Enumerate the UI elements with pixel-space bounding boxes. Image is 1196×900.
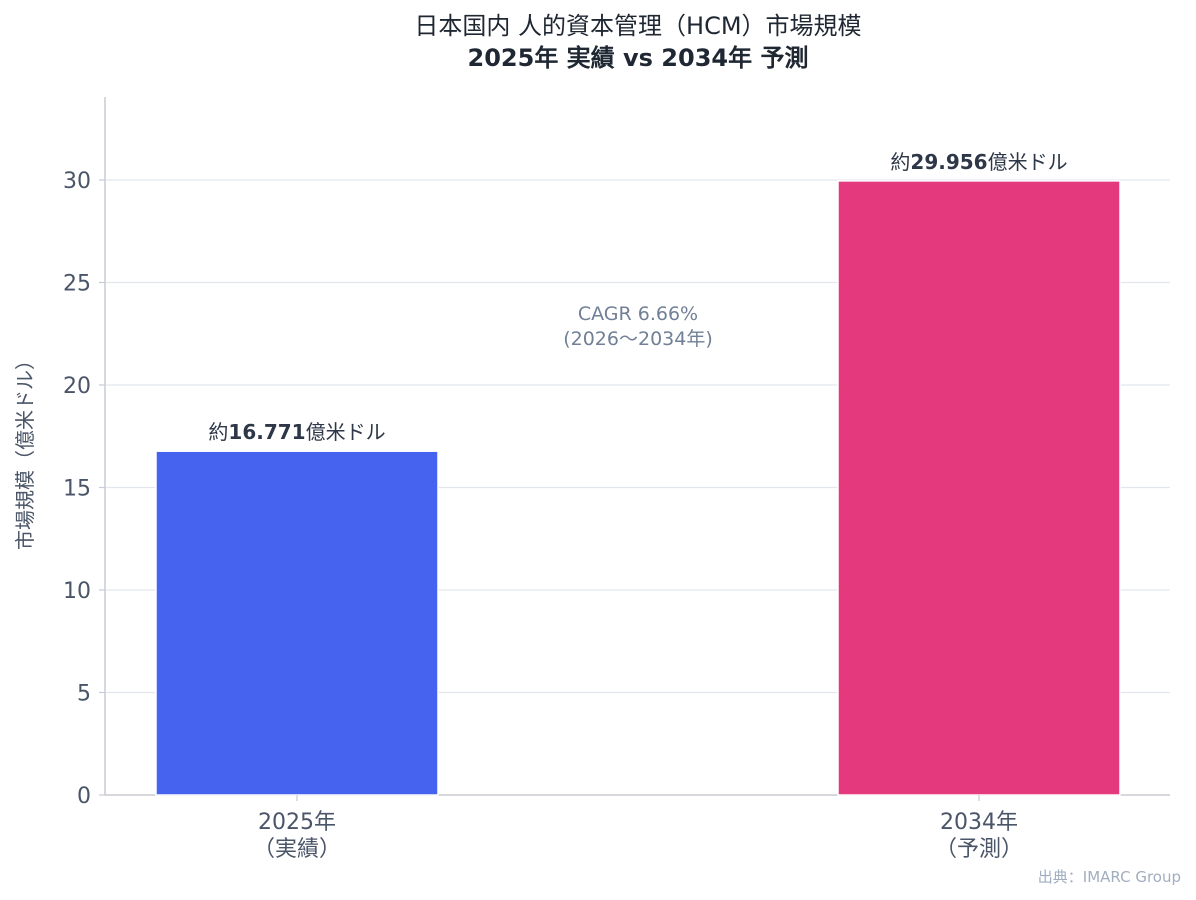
- y-tick-label-20: 20: [63, 374, 91, 399]
- chart-title-line-2: 2025年 実績 vs 2034年 予測: [468, 44, 809, 72]
- bar-value-label-2: 約29.956億米ドル: [890, 150, 1067, 174]
- bar-value-label-1: 約16.771億米ドル: [208, 420, 385, 444]
- y-tick-label-15: 15: [63, 477, 91, 502]
- chart-title-line-1: 日本国内 人的資本管理（HCM）市場規模: [414, 12, 861, 40]
- source-note: 出典：IMARC Group: [1038, 868, 1181, 886]
- x-axis-labels: 2025年（実績） 2034年（予測）: [253, 795, 1023, 862]
- y-axis-ticks: 0 5 10 15 20 25 30: [63, 169, 105, 809]
- y-tick-label-10: 10: [63, 579, 91, 604]
- cagr-annotation-line-2: (2026〜2034年): [563, 328, 713, 350]
- x-tick-label-1-line-1: 2025年: [258, 810, 336, 835]
- bar-1: [155, 450, 439, 796]
- x-tick-label-2-line-2: （予測）: [935, 837, 1023, 862]
- y-tick-label-30: 30: [63, 169, 91, 194]
- y-tick-label-25: 25: [63, 272, 91, 297]
- bar-value-labels: 約16.771億米ドル 約29.956億米ドル: [208, 150, 1067, 444]
- y-axis-label: 市場規模（億米ドル）: [13, 350, 37, 550]
- y-tick-label-5: 5: [77, 682, 91, 707]
- bars: [155, 180, 1121, 796]
- bar-2: [837, 180, 1121, 796]
- x-tick-label-2-line-1: 2034年: [940, 810, 1018, 835]
- x-tick-label-1-line-2: （実績）: [253, 837, 341, 862]
- y-tick-label-0: 0: [77, 784, 91, 809]
- cagr-annotation-line-1: CAGR 6.66%: [578, 303, 698, 325]
